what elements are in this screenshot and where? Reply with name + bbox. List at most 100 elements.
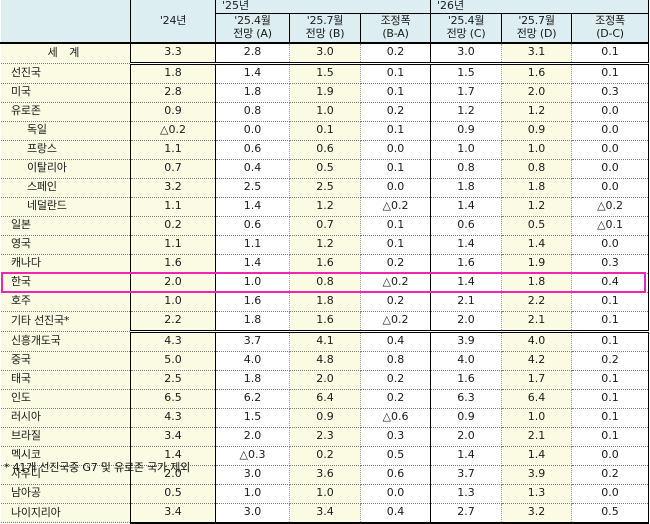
table-row[interactable]: 중국 5.0 4.0 4.8 0.8 4.0 4.2 0.2 <box>0 351 650 371</box>
cell-value: 3.2 <box>130 178 216 198</box>
row-label: 남아공 <box>0 484 131 504</box>
cell-value: 0.1 <box>571 427 650 447</box>
table-row[interactable]: 한국 2.0 1.0 0.8 △0.2 1.4 1.8 0.4 <box>0 273 650 293</box>
cell-value: 2.5 <box>130 370 216 390</box>
table-row[interactable]: 스페인 3.2 2.5 2.5 0.0 1.8 1.8 0.0 <box>0 178 650 198</box>
row-label: 브라질 <box>0 427 131 447</box>
cell-value: 0.5 <box>360 446 432 466</box>
cell-value: 2.0 <box>430 427 503 447</box>
table-row[interactable]: 기타 선진국* 2.2 1.8 1.6 △0.2 2.0 2.1 0.1 <box>0 311 650 333</box>
cell-value: 3.3 <box>130 41 216 65</box>
cell-value: 0.9 <box>430 408 503 428</box>
table-row[interactable]: 멕시코 1.4 △0.3 0.2 0.5 1.4 1.4 0.0 <box>0 446 650 466</box>
row-label: 일본 <box>0 216 131 236</box>
cell-value: 0.1 <box>571 63 650 84</box>
cell-value: 4.3 <box>130 408 216 428</box>
cell-value: 3.0 <box>215 503 290 524</box>
row-label: 유로존 <box>0 102 131 122</box>
cell-value: 1.4 <box>430 446 503 466</box>
cell-value: 2.0 <box>289 370 361 390</box>
table-row[interactable]: 프랑스 1.1 0.6 0.6 0.0 1.0 1.0 0.0 <box>0 140 650 160</box>
cell-value: 1.9 <box>501 254 573 274</box>
table-row[interactable]: 유로존 0.9 0.8 1.0 0.2 1.2 1.2 0.0 <box>0 102 650 122</box>
cell-value: 0.0 <box>571 121 650 141</box>
cell-value: 0.0 <box>360 140 432 160</box>
cell-value: 6.4 <box>501 389 573 409</box>
cell-value: 4.3 <box>130 331 216 352</box>
row-label: 나이지리아 <box>0 503 131 524</box>
cell-value: 2.0 <box>501 83 573 103</box>
cell-value: 4.0 <box>215 351 290 371</box>
table-row[interactable]: 나이지리아 3.4 3.0 3.4 0.4 2.7 3.2 0.5 <box>0 503 650 524</box>
header-col-2026-jul-line2: 전망 (D) <box>516 26 557 40</box>
table-row[interactable]: 이탈리아 0.7 0.4 0.5 0.1 0.8 0.8 0.0 <box>0 159 650 179</box>
cell-value: 3.0 <box>215 465 290 485</box>
cell-value: 1.0 <box>501 408 573 428</box>
cell-value: 2.2 <box>130 311 216 333</box>
cell-value: 0.1 <box>571 389 650 409</box>
cell-value: 2.8 <box>215 41 290 65</box>
cell-value: 1.4 <box>130 446 216 466</box>
cell-value: 0.1 <box>571 408 650 428</box>
table-row[interactable]: 세 계 3.3 2.8 3.0 0.2 3.0 3.1 0.1 <box>0 41 650 65</box>
cell-value: 0.6 <box>215 140 290 160</box>
cell-value: 0.2 <box>360 370 432 390</box>
cell-value: 1.2 <box>289 197 361 217</box>
cell-value: △0.2 <box>571 197 650 217</box>
table-row[interactable]: 선진국 1.8 1.4 1.5 0.1 1.5 1.6 0.1 <box>0 63 650 84</box>
cell-value: 2.8 <box>130 83 216 103</box>
cell-value: 0.2 <box>360 102 432 122</box>
cell-value: 1.1 <box>130 197 216 217</box>
cell-value: 0.0 <box>571 446 650 466</box>
cell-value: 0.1 <box>360 235 432 255</box>
row-label: 태국 <box>0 370 131 390</box>
table-row[interactable]: 신흥개도국 4.3 3.7 4.1 0.4 3.9 4.0 0.1 <box>0 331 650 352</box>
cell-value: 0.7 <box>130 159 216 179</box>
table-row[interactable]: 태국 2.5 1.8 2.0 0.2 1.6 1.7 0.1 <box>0 370 650 390</box>
cell-value: 0.1 <box>571 370 650 390</box>
cell-value: 1.4 <box>430 197 503 217</box>
table-row[interactable]: 독일 △0.2 0.0 0.1 0.1 0.9 0.9 0.0 <box>0 121 650 141</box>
cell-value: 3.9 <box>430 331 503 352</box>
header-col-2026-apr-line1: '25.4월 <box>447 14 485 27</box>
row-label: 선진국 <box>0 63 131 84</box>
cell-value: 1.2 <box>501 197 573 217</box>
table-row[interactable]: 인도 6.5 6.2 6.4 0.2 6.3 6.4 0.1 <box>0 389 650 409</box>
cell-value: 1.2 <box>289 235 361 255</box>
cell-value: 0.2 <box>571 351 650 371</box>
table-row[interactable]: 미국 2.8 1.8 1.9 0.1 1.7 2.0 0.3 <box>0 83 650 103</box>
table-row[interactable]: 네덜란드 1.1 1.4 1.2 △0.2 1.4 1.2 △0.2 <box>0 197 650 217</box>
cell-value: 1.6 <box>430 370 503 390</box>
cell-value: 0.0 <box>571 102 650 122</box>
cell-value: 6.3 <box>430 389 503 409</box>
cell-value: 1.5 <box>289 63 361 84</box>
cell-value: 2.1 <box>430 292 503 312</box>
cell-value: 0.1 <box>571 292 650 312</box>
table-row[interactable]: 남아공 0.5 1.0 1.0 0.0 1.3 1.3 0.0 <box>0 484 650 504</box>
cell-value: 1.0 <box>430 140 503 160</box>
row-label: 한국 <box>0 273 131 293</box>
table-row[interactable]: 영국 1.1 1.1 1.2 0.1 1.4 1.4 0.0 <box>0 235 650 255</box>
cell-value: 1.0 <box>289 102 361 122</box>
cell-value: 0.7 <box>289 216 361 236</box>
cell-value: 6.4 <box>289 389 361 409</box>
cell-value: 0.2 <box>571 465 650 485</box>
cell-value: 0.1 <box>360 159 432 179</box>
table-row[interactable]: 일본 0.2 0.6 0.7 0.1 0.6 0.5 △0.1 <box>0 216 650 236</box>
header-group-2026: '26년 <box>430 0 650 14</box>
row-label: 미국 <box>0 83 131 103</box>
cell-value: 0.1 <box>571 311 650 333</box>
table-row[interactable]: 브라질 3.4 2.0 2.3 0.3 2.0 2.1 0.1 <box>0 427 650 447</box>
cell-value: 0.2 <box>289 446 361 466</box>
cell-value: 1.8 <box>430 178 503 198</box>
cell-value: 0.9 <box>501 121 573 141</box>
header-group-2025: '25년 <box>214 0 432 14</box>
row-label: 신흥개도국 <box>0 331 131 352</box>
table-row[interactable]: 캐나다 1.6 1.4 1.6 0.2 1.6 1.9 0.3 <box>0 254 650 274</box>
table-row[interactable]: 호주 1.0 1.6 1.8 0.2 2.1 2.2 0.1 <box>0 292 650 312</box>
table-row[interactable]: 러시아 4.3 1.5 0.9 △0.6 0.9 1.0 0.1 <box>0 408 650 428</box>
cell-value: 1.4 <box>215 63 290 84</box>
cell-value: 2.0 <box>430 311 503 333</box>
cell-value: 3.1 <box>501 41 573 65</box>
cell-value: 0.2 <box>360 389 432 409</box>
